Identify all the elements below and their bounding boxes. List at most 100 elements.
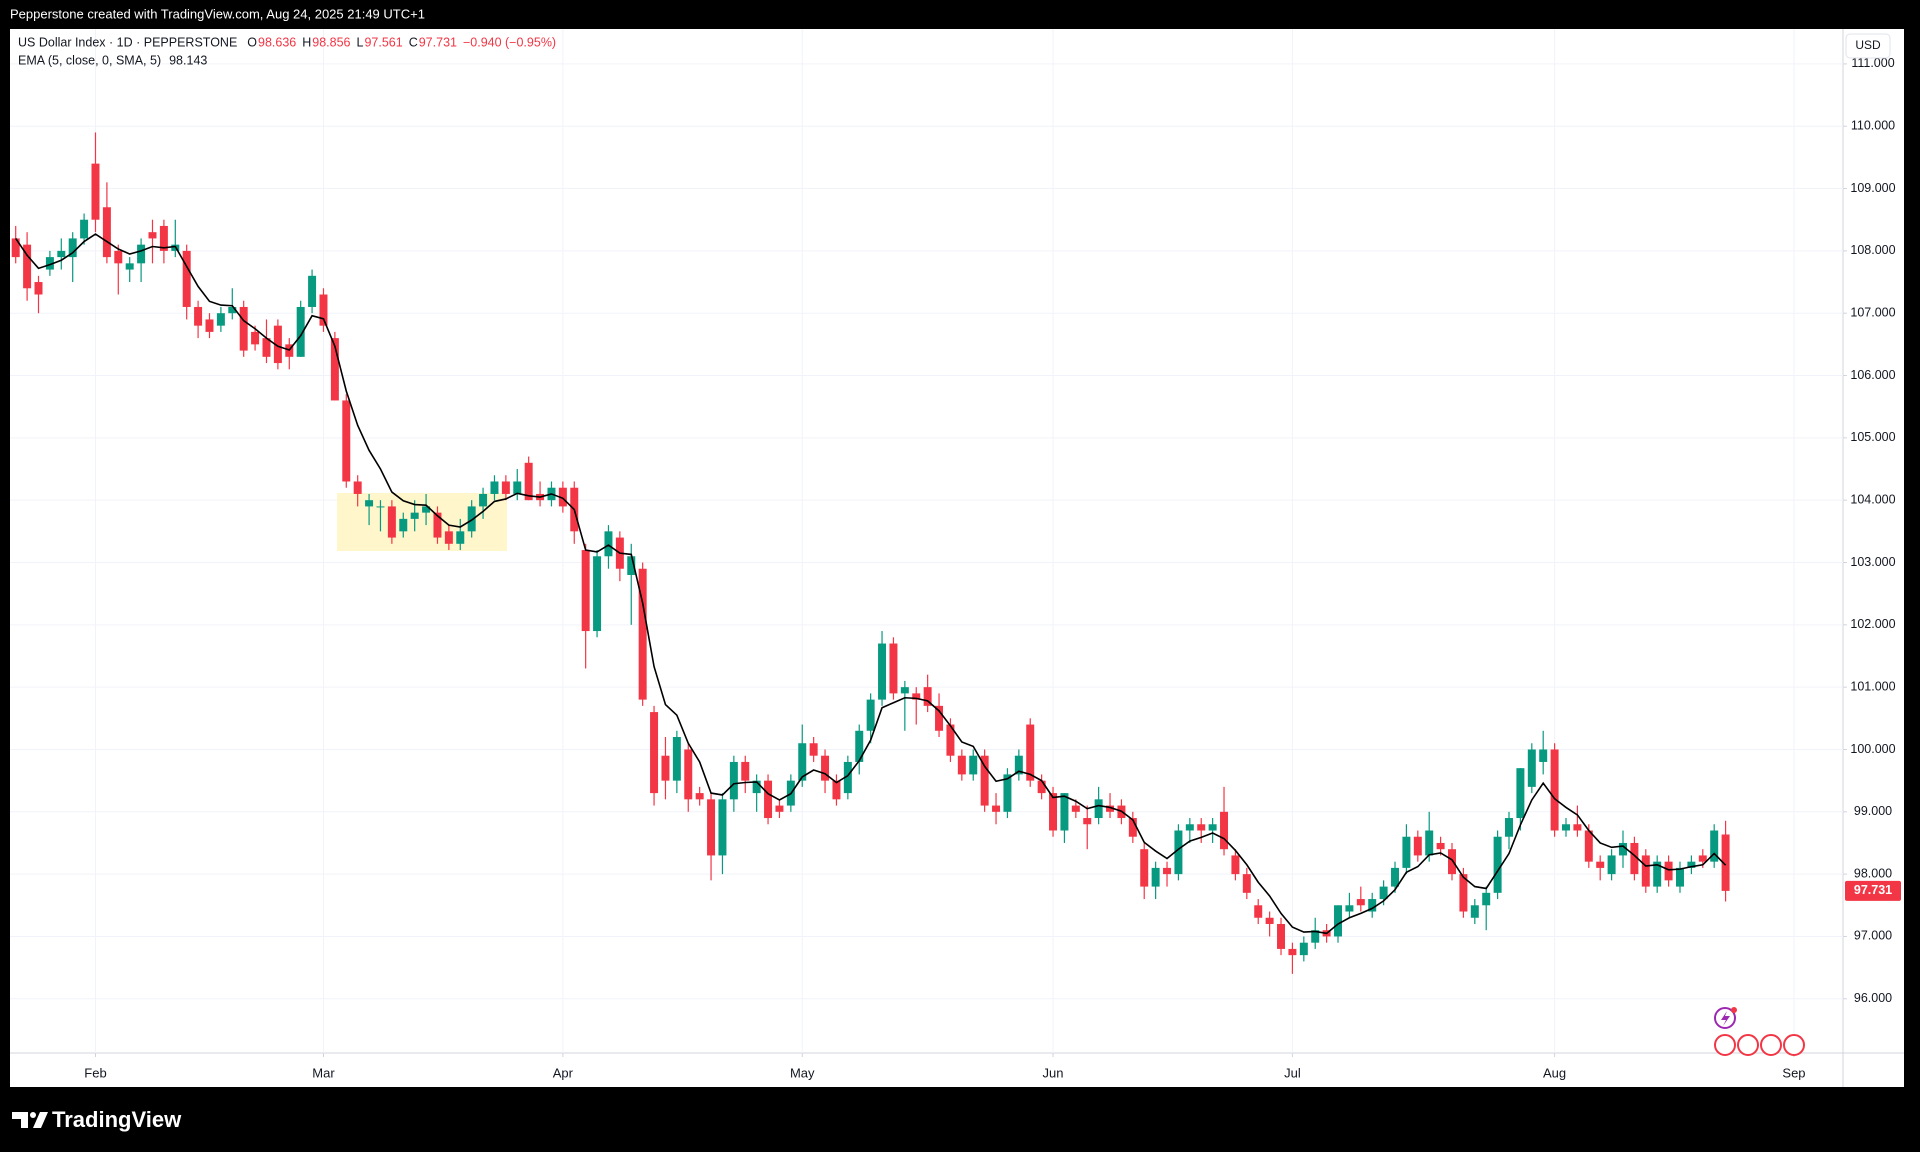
candle-body — [1060, 793, 1069, 831]
candle-body — [228, 306, 237, 314]
candle-body — [638, 568, 647, 700]
candle-body — [239, 306, 248, 351]
candle-body — [319, 294, 328, 326]
candle-body — [342, 400, 351, 482]
candle-body — [1676, 867, 1684, 887]
price-tag — [1845, 880, 1901, 901]
candle-body — [1721, 834, 1730, 891]
logo-mark — [33, 1112, 48, 1128]
candle-body — [1516, 768, 1525, 819]
candle-body — [935, 705, 944, 731]
candle-body — [216, 313, 225, 326]
icon-dot — [1731, 1007, 1737, 1013]
candle-body — [729, 761, 738, 800]
candle-body — [695, 793, 704, 800]
candle-body — [68, 238, 77, 258]
candle-body — [1265, 917, 1274, 924]
flag-icon[interactable] — [1737, 1034, 1759, 1056]
candle-body — [741, 761, 750, 781]
grid — [10, 29, 1843, 1053]
candle-body — [843, 761, 852, 794]
candle-body — [387, 506, 396, 538]
candle-body — [866, 699, 875, 731]
candle-body — [1550, 749, 1559, 831]
candle-body — [593, 556, 602, 632]
candle-body — [1368, 899, 1377, 912]
y-tick-label: 108.000 — [1850, 243, 1895, 257]
candle-body — [1197, 824, 1206, 831]
candle-body — [1619, 842, 1627, 856]
candle-body — [1482, 892, 1491, 906]
currency-label: USD — [1855, 38, 1881, 52]
candle-body — [809, 743, 818, 756]
candle-body — [376, 506, 385, 508]
y-tick-label: 102.000 — [1850, 617, 1895, 631]
candle-body — [1288, 948, 1297, 956]
candle-body — [1185, 824, 1194, 831]
y-tick-label: 105.000 — [1850, 430, 1895, 444]
flag-icon[interactable] — [1714, 1034, 1736, 1056]
x-tick-label: Feb — [84, 1065, 106, 1080]
currency-box[interactable] — [1845, 33, 1891, 59]
candle-body — [718, 799, 727, 856]
candle-body — [125, 263, 134, 270]
candle-body — [433, 512, 442, 538]
candle-body — [832, 780, 841, 800]
legend-title: US Dollar Index · 1D · PEPPERSTONE — [18, 35, 237, 49]
candle-body — [878, 643, 887, 700]
candle-body — [1334, 905, 1343, 937]
candle-body — [912, 693, 921, 700]
candle-body — [1470, 905, 1479, 918]
flag-icon[interactable] — [1783, 1034, 1805, 1056]
candle-body — [57, 250, 66, 258]
candle-body — [1277, 923, 1286, 949]
x-tick-label: Jul — [1284, 1065, 1301, 1080]
candle-body — [1596, 861, 1605, 868]
candle-body — [798, 743, 807, 781]
brand-logo — [12, 1112, 48, 1128]
candle-body — [581, 550, 590, 632]
candle-body — [137, 244, 146, 264]
y-tick-label: 103.000 — [1850, 555, 1895, 569]
candle-body — [1573, 824, 1582, 831]
flag-icon[interactable] — [1760, 1034, 1782, 1056]
ohlc-value: 97.731 — [419, 35, 457, 49]
candle-body — [1562, 824, 1570, 831]
candle-body — [1163, 867, 1172, 875]
candle-body — [23, 244, 32, 289]
candle-body — [262, 338, 271, 357]
ohlc-value: −0.940 (−0.95%) — [463, 35, 556, 49]
y-tick-label: 96.000 — [1854, 991, 1892, 1005]
ohlc-value: 97.561 — [364, 35, 402, 49]
ohlc-value: 98.856 — [312, 35, 350, 49]
y-tick-label: 106.000 — [1850, 368, 1895, 382]
candle-body — [1607, 855, 1616, 875]
brand: TradingView — [52, 1107, 182, 1132]
candle-body — [80, 219, 89, 239]
candle-body — [707, 799, 716, 856]
candle-body — [1664, 861, 1673, 881]
candle-body — [1698, 855, 1707, 862]
y-tick-label: 98.000 — [1854, 866, 1892, 880]
candle-body — [182, 250, 191, 307]
candle-body — [1174, 830, 1183, 875]
x-tick-label: Mar — [312, 1065, 335, 1080]
candle-body — [456, 531, 465, 544]
candle-body — [1505, 818, 1513, 837]
chart-panel — [10, 29, 1904, 1087]
ohlc-key: H — [302, 35, 311, 49]
candle-body — [1242, 874, 1251, 893]
ohlc-key: L — [357, 35, 364, 49]
candle-body — [296, 306, 305, 357]
candle-body — [1151, 867, 1160, 887]
candle-body — [422, 506, 431, 513]
candle-body — [1710, 830, 1719, 862]
candle-body — [34, 282, 43, 295]
candle-body — [558, 487, 567, 507]
indicator-name: EMA (5, close, 0, SMA, 5) — [18, 53, 161, 67]
candle-body — [353, 481, 362, 494]
candle-body — [992, 805, 1001, 812]
y-tick-label: 111.000 — [1851, 56, 1894, 70]
legend: US Dollar Index · 1D · PEPPERSTONE O 98.63… — [18, 35, 556, 67]
